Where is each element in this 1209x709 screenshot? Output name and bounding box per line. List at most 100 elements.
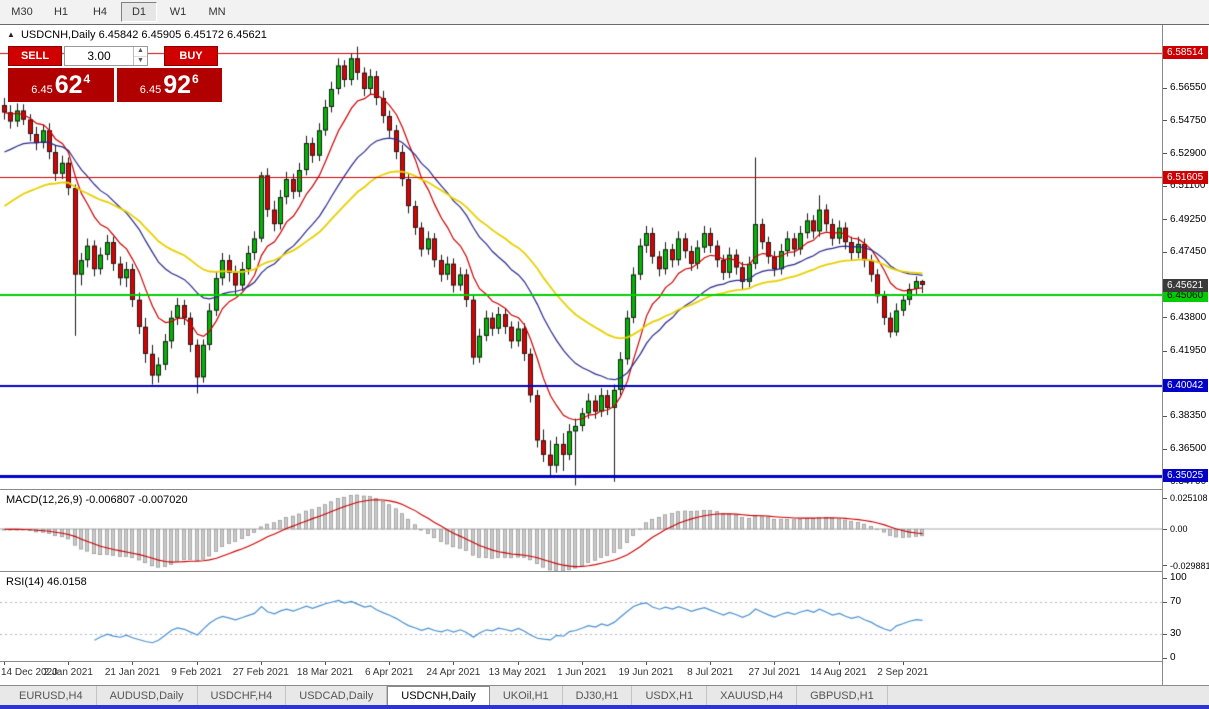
rsi-axis-label: 70 [1170, 596, 1182, 607]
time-axis-tick [710, 662, 712, 665]
chart-symbol-line: ▲ USDCNH,Daily 6.45842 6.45905 6.45172 6… [7, 29, 267, 41]
price-axis-label: 6.49250 [1170, 213, 1207, 225]
hline-price-badge[interactable]: 6.58514 [1163, 46, 1208, 60]
date-label: 14 Aug 2021 [810, 667, 867, 678]
taskbar-strip [0, 705, 1209, 709]
macd-pane-separator[interactable] [0, 489, 1209, 490]
tab-usdx-h1[interactable]: USDX,H1 [632, 686, 708, 705]
tab-eurusd-h4[interactable]: EURUSD,H4 [6, 686, 97, 705]
date-label: 13 May 2021 [488, 667, 547, 678]
price-axis-label: 6.51100 [1170, 180, 1206, 192]
timeframe-h4-button[interactable]: H4 [92, 6, 108, 18]
timeframe-w1-button[interactable]: W1 [169, 6, 187, 18]
price-axis-tick [1163, 219, 1167, 221]
rsi-axis-tick [1163, 601, 1167, 603]
price-axis-tick [1163, 185, 1167, 187]
tab-dj30-h1[interactable]: DJ30,H1 [563, 686, 633, 705]
macd-axis-label: 0.025108 [1170, 493, 1208, 504]
rsi-axis-label: 100 [1170, 572, 1187, 583]
buy-price-prefix: 6.45 [139, 84, 162, 96]
volume-decrease-button[interactable]: ▼ [137, 56, 144, 64]
date-label: 27 Feb 2021 [232, 667, 289, 678]
timeframe-toolbar: M30 H1 H4 D1 W1 MN [0, 0, 1209, 24]
time-axis-tick [260, 662, 262, 665]
volume-input[interactable]: 3.00 ▲ ▼ [64, 46, 148, 66]
rsi-axis-label: 30 [1170, 628, 1182, 639]
date-label: 8 Jul 2021 [687, 667, 734, 678]
tab-audusd-daily[interactable]: AUDUSD,Daily [97, 686, 198, 705]
time-axis-tick [325, 662, 326, 665]
tab-xauusd-h4[interactable]: XAUUSD,H4 [707, 686, 798, 705]
hline-price-badge[interactable]: 6.35025 [1163, 469, 1208, 483]
time-axis-tick [517, 662, 519, 665]
hline-price-badge[interactable]: 6.40042 [1163, 379, 1208, 393]
price-axis-tick [1163, 120, 1167, 121]
date-label: 6 Apr 2021 [365, 667, 414, 678]
date-label: 9 Feb 2021 [171, 667, 222, 678]
tab-usdcad-daily[interactable]: USDCAD,Daily [286, 686, 388, 705]
date-label: 24 Apr 2021 [426, 667, 481, 678]
price-axis-label: 6.52900 [1170, 147, 1207, 159]
buy-price-display[interactable]: 6.45 92 6 [116, 68, 222, 102]
timeframe-d1-button[interactable]: D1 [121, 2, 157, 22]
macd-axis-label: -0.029881 [1170, 560, 1209, 571]
rsi-indicator-canvas[interactable] [0, 572, 1162, 661]
tab-usdcnh-daily[interactable]: USDCNH,Daily [387, 686, 490, 705]
tab-ukoil-h1[interactable]: UKOil,H1 [490, 686, 563, 705]
time-axis-tick [132, 662, 134, 665]
rsi-pane-separator[interactable] [0, 571, 1209, 572]
price-axis-tick [1163, 153, 1167, 155]
macd-indicator-canvas[interactable] [0, 490, 1162, 571]
hline-price-badge[interactable]: 6.45060 [1163, 288, 1208, 302]
sell-button[interactable]: SELL [8, 46, 62, 66]
date-label: 27 Jul 2021 [748, 667, 801, 678]
sell-price-display[interactable]: 6.45 62 4 [8, 68, 114, 102]
volume-value[interactable]: 3.00 [87, 49, 111, 63]
hline-price-badge[interactable]: 6.51605 [1163, 170, 1208, 184]
price-axis-label: 6.36500 [1170, 443, 1207, 455]
time-axis-separator [0, 661, 1209, 662]
price-axis-label: 6.56550 [1170, 82, 1207, 94]
timeframe-mn-button[interactable]: MN [208, 6, 226, 18]
date-label: 2 Jan 2021 [43, 667, 93, 678]
current-price-badge: 6.45621 [1163, 278, 1208, 292]
price-axis-tick [1163, 448, 1167, 450]
collapse-trade-panel-icon[interactable]: ▲ [7, 30, 15, 39]
time-axis-tick [774, 662, 776, 665]
macd-axis-tick [1163, 528, 1167, 530]
timeframe-h1-button[interactable]: H1 [53, 6, 69, 18]
buy-price-sup: 6 [192, 71, 199, 86]
date-label: 19 Jun 2021 [618, 667, 674, 678]
time-axis-tick [196, 662, 198, 665]
date-label: 18 Mar 2021 [296, 667, 354, 678]
rsi-axis-tick [1163, 577, 1167, 579]
time-scale[interactable]: 14 Dec 2020 2 Jan 2021 21 Jan 2021 9 Feb 20… [0, 662, 1162, 684]
macd-indicator-label: MACD(12,26,9) -0.006807 -0.007020 [6, 494, 188, 506]
tab-usdchf-h4[interactable]: USDCHF,H4 [198, 686, 287, 705]
tab-gbpusd-h1[interactable]: GBPUSD,H1 [797, 686, 888, 705]
time-axis-tick [646, 662, 647, 665]
price-scale[interactable]: 6.56550 6.54750 6.52900 6.51100 6.49250 6.474… [1163, 25, 1209, 685]
date-label: 1 Jun 2021 [557, 667, 607, 678]
date-label: 2 Sep 2021 [877, 667, 929, 678]
time-axis-tick [389, 662, 391, 665]
chart-top-border [0, 24, 1209, 25]
macd-axis-tick [1163, 497, 1167, 499]
price-scale-separator [1162, 25, 1163, 685]
chart-area: ▲ USDCNH,Daily 6.45842 6.45905 6.45172 6… [0, 25, 1209, 685]
time-axis-tick [453, 662, 455, 665]
price-chart-canvas[interactable] [0, 25, 1162, 489]
date-label: 14 Dec 2020 [1, 667, 58, 678]
volume-increase-button[interactable]: ▲ [134, 47, 147, 57]
price-axis-label: 6.38350 [1170, 410, 1207, 422]
price-axis-tick [1163, 87, 1167, 89]
buy-button[interactable]: BUY [164, 46, 218, 66]
timeframe-m30-button[interactable]: M30 [11, 6, 33, 18]
time-axis-tick [4, 662, 5, 665]
sell-price-prefix: 6.45 [31, 84, 53, 96]
sell-price-main: 62 [54, 70, 83, 99]
time-axis-tick [902, 662, 904, 665]
price-axis-tick [1163, 350, 1167, 352]
rsi-axis-label: 0 [1170, 652, 1176, 663]
